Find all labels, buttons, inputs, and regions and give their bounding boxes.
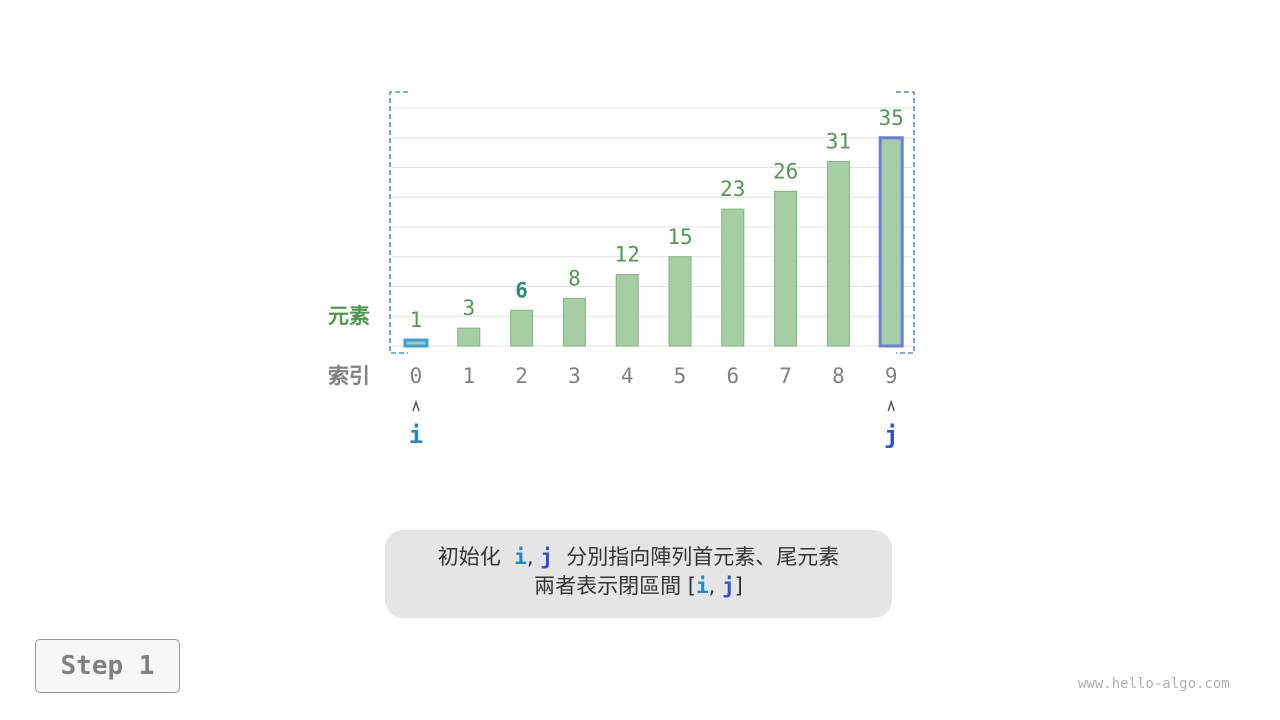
- pointer-i: i: [409, 421, 423, 449]
- value-label: 8: [568, 266, 581, 290]
- caption-i: i: [514, 545, 527, 569]
- value-label: 6: [515, 278, 528, 302]
- index-label: 4: [621, 364, 634, 388]
- right-bracket-j: [896, 91, 915, 354]
- bar: [878, 136, 904, 348]
- left-bracket-i: [389, 91, 408, 354]
- caption-text: 分別指向陣列首元素、尾元素: [566, 545, 840, 569]
- arrow-up-icon: [412, 399, 420, 412]
- bar: [668, 256, 692, 347]
- value-label: 3: [462, 296, 475, 320]
- caption-text: 初始化: [437, 545, 501, 569]
- step-button[interactable]: Step 1: [35, 639, 180, 693]
- value-label: 26: [773, 159, 798, 183]
- index-label: 9: [885, 364, 898, 388]
- value-label: 1: [410, 308, 423, 332]
- bar: [457, 327, 481, 347]
- caption-text: ]: [734, 574, 743, 598]
- value-label: 35: [879, 106, 904, 130]
- bar: [403, 338, 429, 348]
- caption-j: j: [540, 545, 553, 569]
- bar: [615, 274, 639, 347]
- index-label: 8: [832, 364, 845, 388]
- index-label: 1: [462, 364, 475, 388]
- caption-box: 初始化 i, j 分別指向陣列首元素、尾元素 兩者表示閉區間 [i, j]: [385, 530, 892, 618]
- row-label-value: 元素: [328, 304, 370, 328]
- row-label-index: 索引: [328, 364, 370, 388]
- pointer-j: j: [884, 421, 898, 449]
- index-label: 0: [410, 364, 423, 388]
- caption-comma: ,: [526, 545, 534, 569]
- index-label: 5: [674, 364, 687, 388]
- caption-comma: ,: [708, 574, 716, 598]
- bar: [562, 297, 586, 347]
- caption-text: 兩者表示閉區間 [: [534, 574, 696, 598]
- bar: [826, 161, 850, 347]
- index-label: 7: [779, 364, 792, 388]
- caption-i: i: [695, 574, 709, 598]
- caption-j: j: [722, 574, 735, 598]
- index-label: 2: [515, 364, 528, 388]
- bar: [510, 309, 534, 347]
- arrow-up-icon: [887, 399, 895, 412]
- value-label: 12: [615, 243, 640, 267]
- value-label: 23: [720, 177, 745, 201]
- index-label: 6: [726, 364, 739, 388]
- watermark: www.hello-algo.com: [1078, 676, 1230, 692]
- bar: [721, 208, 745, 347]
- index-label: 3: [568, 364, 581, 388]
- value-label: 31: [826, 130, 851, 154]
- bar: [774, 190, 798, 347]
- value-label: 15: [667, 225, 692, 249]
